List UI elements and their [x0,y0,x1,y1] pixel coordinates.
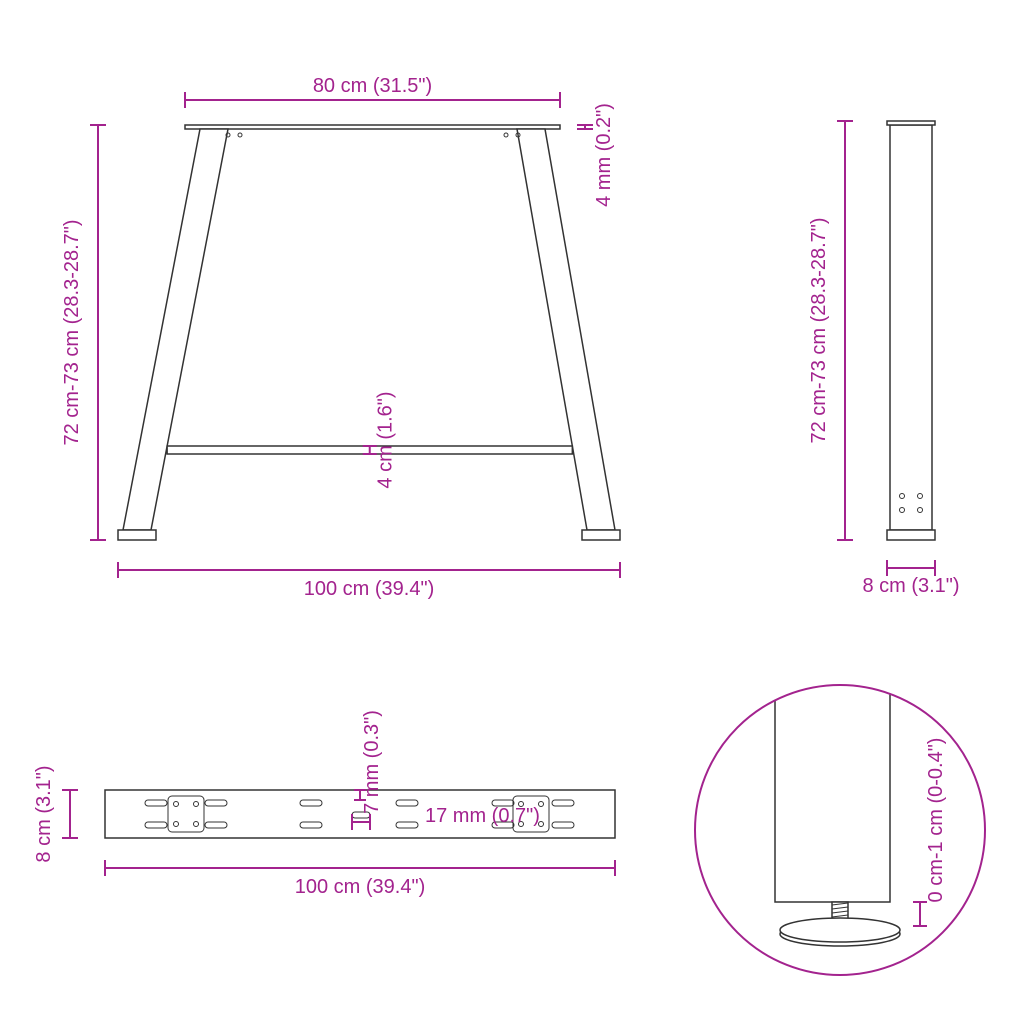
screw-hole [504,133,508,137]
dim-slot-label: 17 mm (0.7") [425,805,540,827]
foot-left [118,530,156,540]
dim-top-length-label: 100 cm (39.4") [295,876,426,898]
side-leg [890,125,932,530]
dim-side-height-label: 72 cm-73 cm (28.3-28.7") [808,217,830,443]
dim-bottom-width-label: 100 cm (39.4") [304,578,435,600]
dim-hole-label: 7 mm (0.3") [361,710,383,814]
screw-hole [238,133,242,137]
dim-front-height-label: 72 cm-73 cm (28.3-28.7") [61,219,83,445]
dim-crossbar-label: 4 cm (1.6") [375,391,397,488]
front-view [118,125,620,540]
dim-top-width-label: 80 cm (31.5") [313,75,432,97]
dim-thickness-label: 4 mm (0.2") [593,103,615,207]
dim-top-depth-label: 8 cm (3.1") [33,765,55,862]
side-top-plate [887,121,935,125]
dim-side-depth-label: 8 cm (3.1") [862,575,959,597]
leg-left [123,129,228,530]
side-foot [887,530,935,540]
dim-adjust-label: 0 cm-1 cm (0-0.4") [925,738,947,903]
detail-leg [775,675,890,902]
top-plate [185,125,560,129]
foot-right [582,530,620,540]
side-view [887,121,935,540]
